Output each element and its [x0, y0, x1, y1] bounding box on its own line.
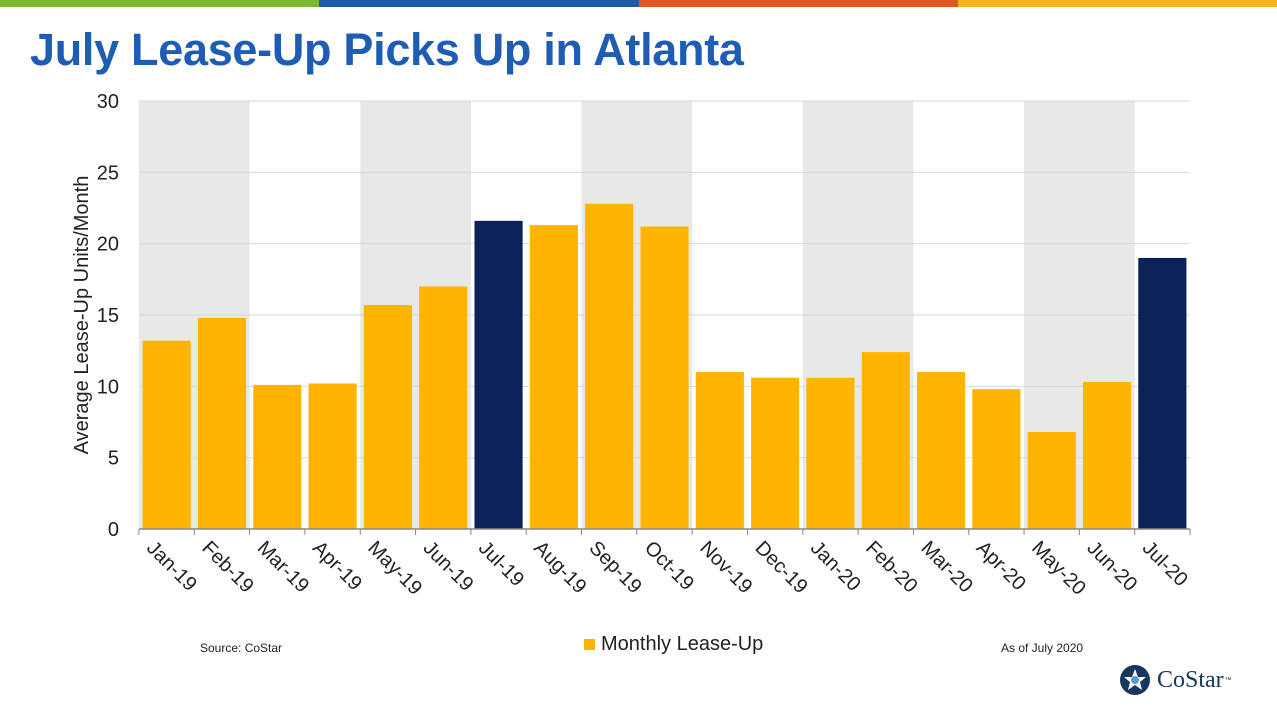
y-tick-label: 0	[108, 519, 119, 541]
x-tick-label: Nov-19	[695, 537, 756, 598]
x-tick-label: Jun-20	[1082, 537, 1141, 596]
bar	[1138, 257, 1187, 529]
x-tick-label: Jul-20	[1138, 537, 1192, 591]
axes	[138, 528, 1191, 535]
x-tick-label: Mar-19	[253, 537, 313, 597]
bar	[419, 286, 468, 529]
bar	[695, 372, 744, 529]
costar-star-icon	[1120, 665, 1150, 695]
x-tick-label: May-20	[1027, 537, 1090, 600]
bar	[806, 377, 855, 529]
bar	[529, 225, 578, 529]
bar	[585, 203, 634, 529]
bar	[474, 220, 523, 529]
y-tick-label: 20	[97, 234, 119, 256]
x-tick-label: Feb-19	[197, 537, 257, 597]
y-tick-labels: 0 5 10 15 20 25 30	[97, 91, 119, 541]
x-tick-label: Mar-20	[917, 537, 977, 597]
legend-swatch	[584, 639, 595, 650]
y-tick-label: 15	[97, 305, 119, 327]
bar	[142, 340, 191, 529]
y-tick-label: 30	[97, 91, 119, 113]
bars	[142, 203, 1187, 529]
bar	[1027, 431, 1076, 529]
logo-name: CoStar	[1157, 666, 1224, 693]
logo-trademark: ™	[1224, 676, 1232, 684]
x-tick-label: May-19	[363, 537, 426, 600]
bar	[197, 317, 247, 529]
x-tick-label: Jun-19	[419, 537, 478, 596]
x-tick-label: Dec-19	[751, 537, 812, 598]
bar	[1082, 382, 1132, 529]
as-of-note: As of July 2020	[1001, 641, 1084, 655]
y-tick-label: 5	[108, 448, 119, 470]
bar	[363, 305, 412, 529]
costar-logo: CoStar ™	[1119, 664, 1232, 696]
x-tick-label: Jan-20	[806, 537, 865, 596]
legend-label: Monthly Lease-Up	[601, 633, 764, 655]
y-tick-label: 25	[97, 162, 119, 184]
y-tick-label: 10	[97, 376, 119, 398]
x-tick-label: Apr-20	[972, 537, 1030, 595]
x-tick-label: Aug-19	[529, 537, 590, 598]
y-axis-label: Average Lease-Up Units/Month	[71, 176, 93, 455]
bar	[253, 384, 302, 529]
page-title: July Lease-Up Picks Up in Atlanta	[30, 24, 744, 75]
x-tick-label: Feb-20	[861, 537, 921, 597]
bar	[972, 389, 1021, 529]
x-tick-label: Jul-19	[474, 537, 528, 591]
bar	[308, 383, 357, 529]
x-tick-label: Jan-19	[142, 537, 201, 596]
bar	[861, 352, 910, 529]
top-color-bar	[0, 0, 1277, 7]
top-bar-segment-yellow	[957, 0, 1277, 7]
top-bar-segment-green	[0, 0, 320, 7]
x-tick-label: Apr-19	[308, 537, 366, 595]
top-bar-segment-orange	[638, 0, 958, 7]
top-bar-segment-blue	[319, 0, 639, 7]
source-note: Source: CoStar	[200, 641, 283, 655]
legend: Monthly Lease-Up	[584, 633, 763, 656]
bar	[917, 372, 966, 529]
bar	[751, 377, 800, 529]
x-tick-label: Sep-19	[585, 537, 646, 598]
x-tick-labels: Jan-19Feb-19Mar-19Apr-19May-19Jun-19Jul-…	[142, 537, 1192, 600]
x-tick-label: Oct-19	[640, 537, 698, 595]
bar	[640, 226, 689, 529]
